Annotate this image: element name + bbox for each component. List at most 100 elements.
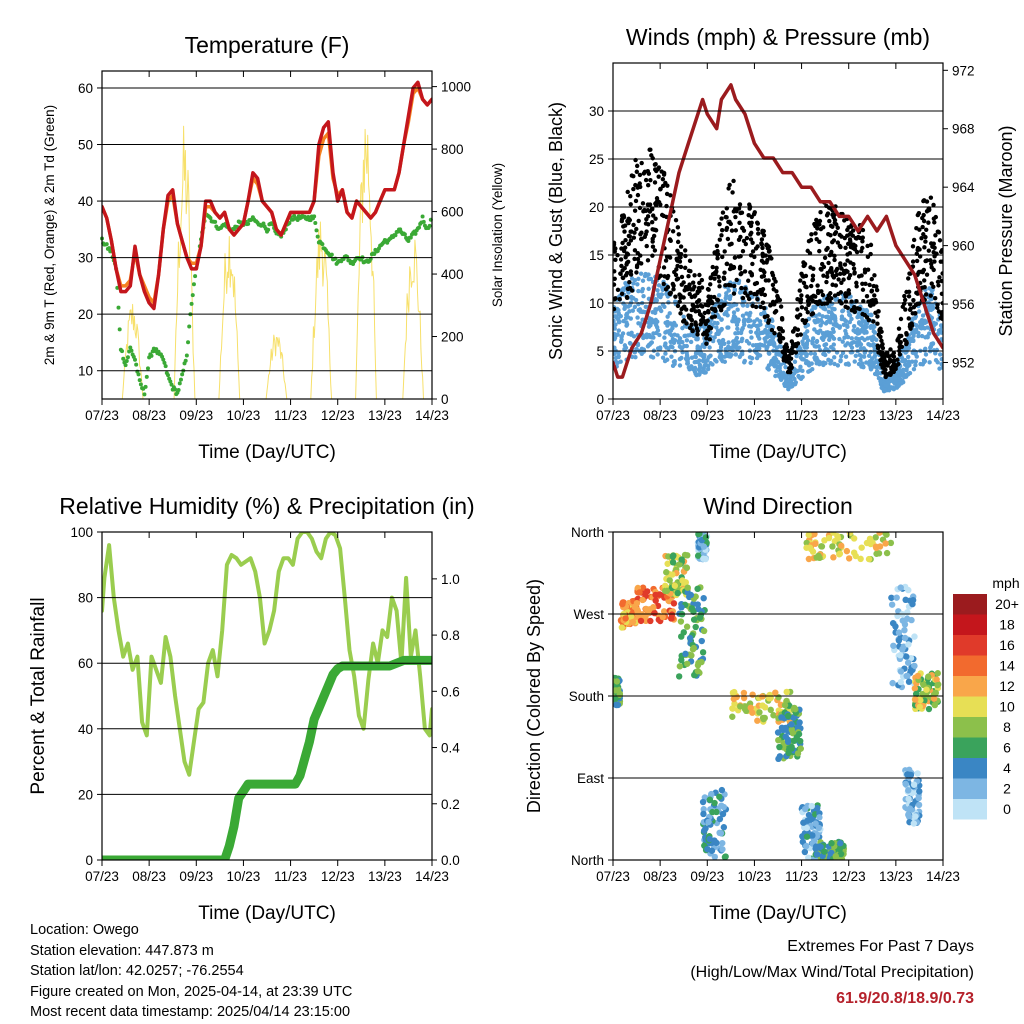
direction-point [890,642,897,649]
gust-point [854,249,860,255]
direction-point [812,540,819,547]
direction-point [690,616,698,623]
y-tick-label: 50 [78,138,93,153]
y-tick-label: 0 [596,392,604,407]
gust-point [679,282,684,287]
gust-point [740,225,745,231]
gust-point [759,237,765,242]
gust-point [695,332,700,337]
gust-point [695,290,700,296]
gust-point [915,247,920,253]
direction-point [816,814,823,821]
wind-point [654,325,660,330]
direction-point [683,564,690,571]
gust-point [743,286,748,291]
gust-point [650,244,656,249]
wind-point [839,314,845,319]
wind-point [655,346,661,351]
gust-point [648,177,653,183]
wind-point [732,287,738,292]
direction-point [895,637,903,644]
direction-point [706,835,714,843]
x-tick-label: 09/23 [690,408,724,423]
gust-point [835,240,841,245]
gust-point [692,273,697,278]
direction-point [931,701,939,709]
direction-point [837,840,844,847]
wind-point [735,307,740,312]
y-tick-label-right: 800 [441,142,464,157]
gust-point [761,268,766,273]
gust-point [749,230,754,236]
gust-point [695,304,700,309]
wind-point [732,319,737,324]
gust-point [860,287,866,292]
gust-point [877,328,882,333]
wind-point [719,298,724,304]
gust-point [875,345,881,351]
wind-point [817,348,823,353]
dewpoint-point [161,357,166,362]
gust-point [849,308,855,313]
gust-point [772,331,777,336]
gust-point [678,252,684,257]
gust-point [624,295,630,301]
gust-point [687,282,692,287]
colorbar-swatch [953,635,987,656]
direction-point [674,589,681,597]
wind-point [733,352,739,357]
gust-point [850,245,856,251]
direction-point [897,584,904,591]
y-tick-label: 5 [596,344,604,359]
direction-point [619,600,626,608]
wind-point [735,326,740,332]
wind-point [784,382,790,388]
wind-point [636,307,641,313]
wind-point [837,325,842,330]
gust-point [936,309,942,314]
wind-point [907,370,913,376]
gust-point [653,216,658,221]
wind-point [713,357,718,363]
figure-created: Figure created on Mon, 2025-04-14, at 23… [30,983,353,1000]
gust-point [835,225,840,230]
gust-point [660,176,666,182]
wind-point [883,383,889,388]
gust-point [639,230,644,235]
direction-point [784,712,792,720]
x-tick-label: 14/23 [415,408,449,423]
gust-point [811,266,816,272]
wind-point [923,319,929,325]
x-axis-label: Time (Day/UTC) [198,903,336,924]
dewpoint-point [117,327,122,332]
wind-point [860,361,865,366]
gust-point [613,297,617,302]
gust-point [797,297,802,302]
direction-point [677,618,685,625]
direction-point [805,532,812,539]
direction-point [775,736,782,744]
x-tick-label: 13/23 [368,408,402,423]
gust-point [818,210,823,215]
wind-point [868,335,873,340]
wind-point [852,359,857,364]
gust-point [864,293,870,299]
gust-point [633,198,639,204]
direction-point [808,802,815,810]
gust-point [826,260,831,266]
gust-point [922,245,927,250]
direction-point [903,653,910,660]
x-axis-label: Time (Day/UTC) [709,442,847,463]
x-axis-label: Time (Day/UTC) [709,903,847,924]
gust-point [613,240,617,245]
wind-point [802,331,808,337]
wind-point [794,368,799,374]
wind-point [800,357,806,362]
wind-point [808,351,814,356]
colorbar-label: 14 [999,658,1015,674]
gust-point [748,237,754,242]
wind-point [864,360,869,365]
dewpoint-point [120,349,125,354]
wind-point [847,319,853,325]
wind-point [669,354,674,359]
